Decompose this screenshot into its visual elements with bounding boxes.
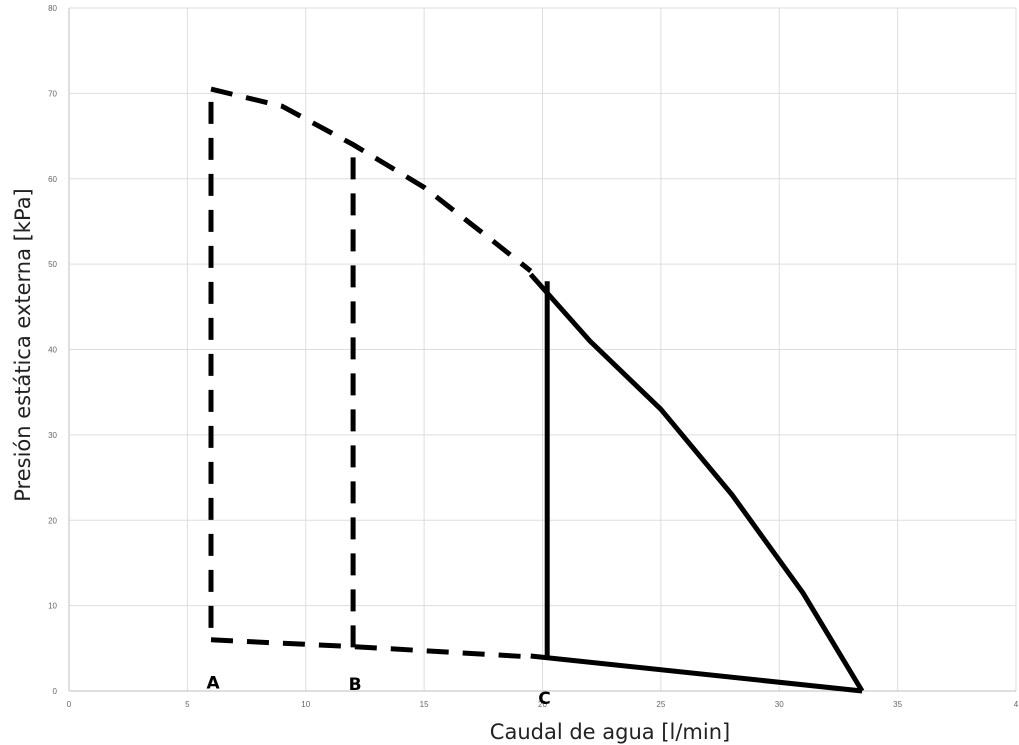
- series-layer: [208, 86, 865, 694]
- y-tick-label: 80: [48, 4, 57, 13]
- x-tick-label: 5: [185, 700, 190, 709]
- point-label-a: A: [206, 673, 220, 693]
- x-tick-label: 25: [656, 700, 665, 709]
- dashed-curve-3: [210, 637, 531, 660]
- y-tick-label: 40: [48, 346, 57, 355]
- y-tick-label: 50: [48, 260, 57, 269]
- point-label-b: B: [349, 675, 362, 695]
- y-tick-label: 60: [48, 175, 57, 184]
- point-labels: A B C: [206, 673, 550, 708]
- x-axis-label: Caudal de agua [l/min]: [490, 720, 730, 744]
- solid-curve-4: [528, 272, 865, 693]
- y-tick-label: 70: [48, 89, 57, 98]
- x-tick-label: 10: [301, 700, 310, 709]
- x-tick-label: 20: [538, 700, 547, 709]
- grid-lines: [68, 7, 1017, 692]
- point-label-c: C: [538, 689, 550, 709]
- y-tick-label: 10: [48, 602, 57, 611]
- y-tick-label: 0: [53, 687, 58, 696]
- dashed-curve-0: [210, 86, 533, 273]
- y-tick-label: 20: [48, 516, 57, 525]
- x-tick-label: 15: [420, 700, 429, 709]
- solid-curve-6: [530, 653, 863, 694]
- y-tick-label: 30: [48, 431, 57, 440]
- x-tick-label: 30: [775, 700, 784, 709]
- x-tick-label: 35: [893, 700, 902, 709]
- x-tick-label: 4: [1014, 700, 1019, 709]
- x-tick-label: 0: [67, 700, 72, 709]
- y-axis-label: Presión estática externa [kPa]: [11, 188, 35, 502]
